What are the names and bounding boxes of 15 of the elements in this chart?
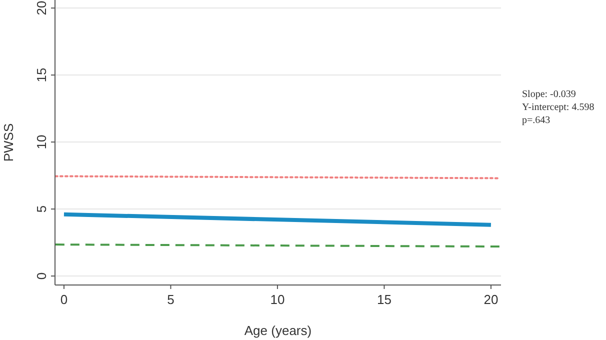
text: p=.643 [522, 115, 550, 126]
x-tick-label: 0 [60, 292, 68, 307]
x-axis-title: Age (years) [244, 323, 312, 338]
text: Slope: -0.039 [522, 89, 576, 100]
y-tick-label: 20 [34, 0, 49, 16]
y-tick-label: 15 [34, 68, 49, 82]
y-axis-title: PWSS [1, 123, 16, 162]
y-tick-label: 10 [34, 134, 49, 150]
x-tick-label: 15 [376, 292, 392, 307]
y-tick-label: 5 [34, 205, 49, 213]
text: Y-intercept: 4.598 [522, 102, 594, 113]
x-tick-label: 5 [167, 292, 174, 307]
y-tick-label: 0 [34, 272, 49, 280]
x-tick-label: 10 [270, 292, 285, 307]
x-tick-label: 20 [484, 292, 498, 307]
